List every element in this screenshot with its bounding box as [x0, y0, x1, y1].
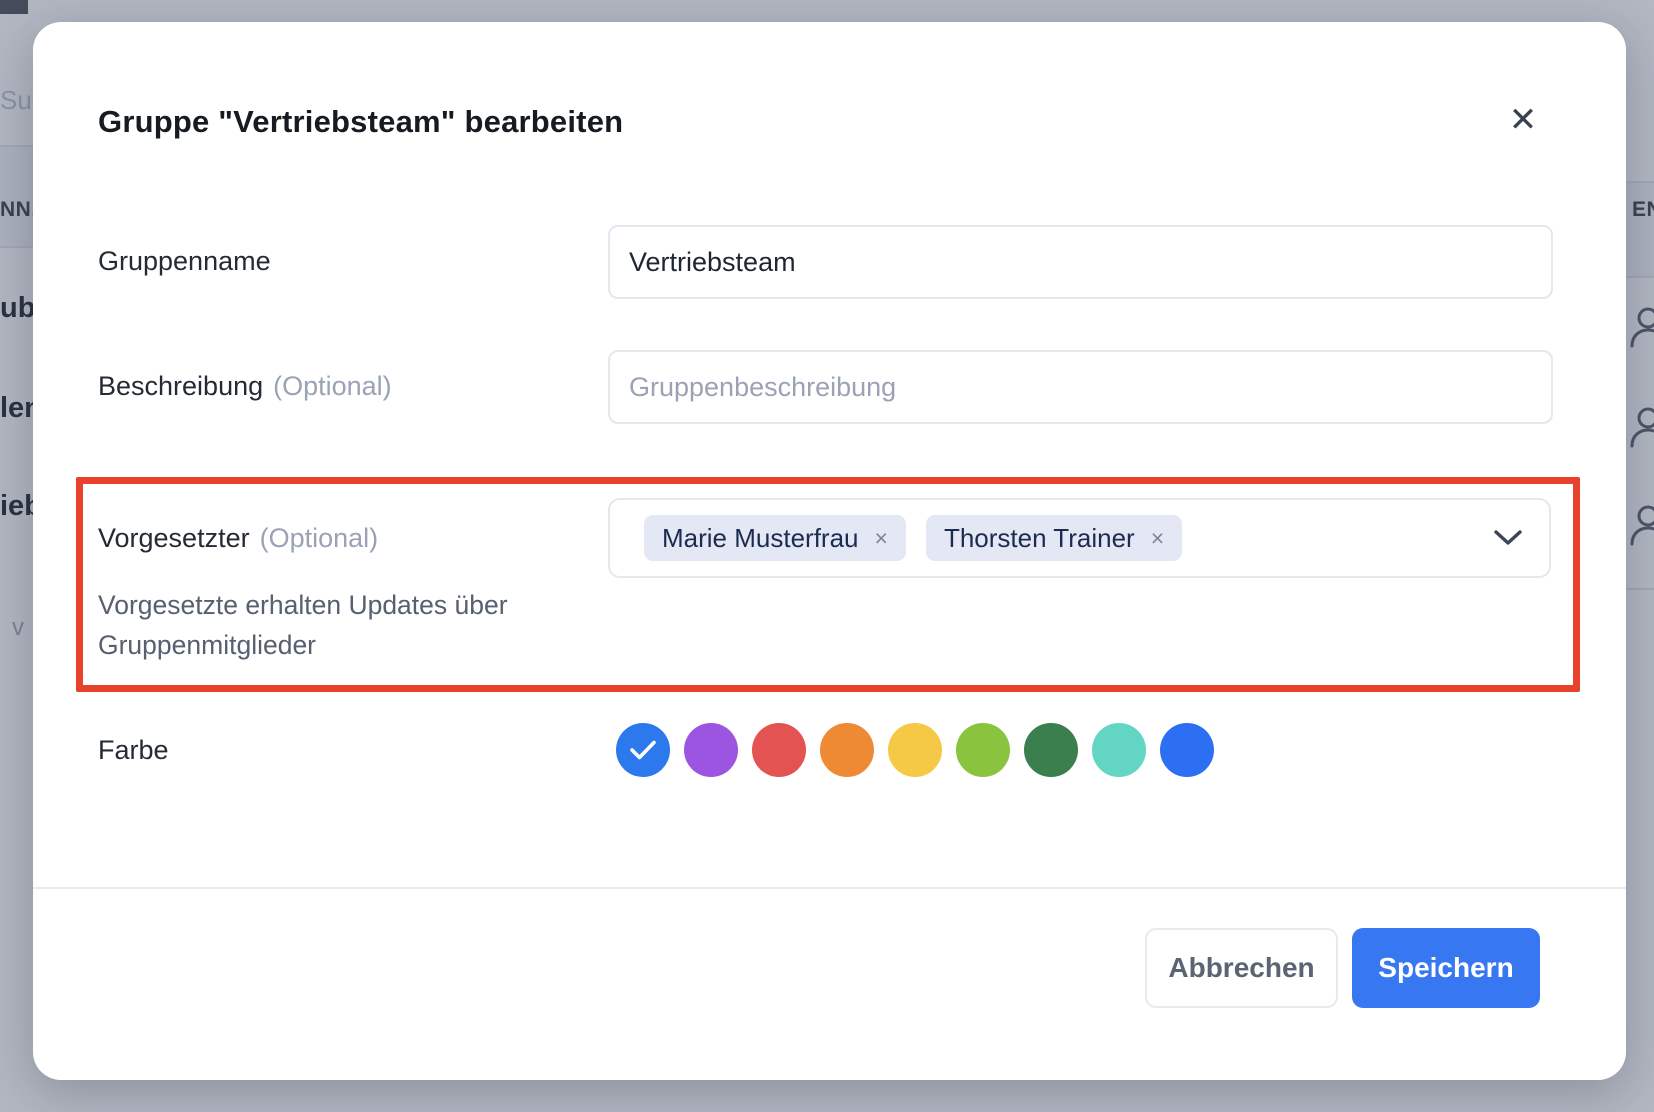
cancel-button[interactable]: Abbrechen: [1145, 928, 1338, 1008]
supervisor-multiselect[interactable]: Marie Musterfrau × Thorsten Trainer ×: [608, 498, 1551, 578]
supervisor-tag: Marie Musterfrau ×: [644, 515, 906, 561]
close-icon[interactable]: ✕: [1495, 92, 1551, 148]
remove-tag-icon[interactable]: ×: [874, 524, 888, 551]
background-row-text-fragment: ub: [0, 292, 36, 324]
background-column-header-fragment-right: EN: [1632, 198, 1654, 221]
person-icon: [1630, 505, 1654, 546]
person-icon: [1630, 407, 1654, 448]
person-icon: [1630, 307, 1654, 348]
group-name-input[interactable]: [608, 225, 1553, 299]
supervisor-tag-label: Thorsten Trainer: [943, 522, 1135, 553]
check-icon: [630, 740, 656, 760]
color-swatch-4[interactable]: [820, 723, 874, 777]
color-swatch-6[interactable]: [956, 723, 1010, 777]
optional-hint: (Optional): [273, 370, 392, 401]
background-column-header-fragment-left: NN.: [0, 198, 38, 221]
background-divider: [0, 145, 33, 147]
background-table-header-band-right: [1626, 182, 1654, 276]
color-swatch-9[interactable]: [1160, 723, 1214, 777]
color-swatch-7[interactable]: [1024, 723, 1078, 777]
color-swatch-2[interactable]: [684, 723, 738, 777]
supervisor-tag: Thorsten Trainer ×: [925, 515, 1183, 561]
supervisor-tag-label: Marie Musterfrau: [662, 522, 859, 553]
edit-group-dialog: Gruppe "Vertriebsteam" bearbeiten ✕ Grup…: [33, 22, 1626, 1080]
color-swatch-1[interactable]: [616, 723, 670, 777]
background-divider: [0, 246, 33, 248]
background-divider: [1626, 588, 1654, 590]
background-divider: [1626, 181, 1654, 183]
background-topbar-fragment: [0, 0, 28, 14]
background-divider: [1626, 276, 1654, 278]
save-button[interactable]: Speichern: [1352, 928, 1540, 1008]
description-label: Beschreibung (Optional): [98, 370, 392, 401]
background-table-header-band-left: [0, 146, 33, 246]
supervisor-helper-text: Vorgesetzte erhalten Updates über Gruppe…: [98, 590, 508, 660]
color-swatch-8[interactable]: [1092, 723, 1146, 777]
color-swatch-row: [616, 723, 1214, 777]
remove-tag-icon[interactable]: ×: [1150, 524, 1165, 551]
background-pagination-fragment: v: [12, 614, 24, 641]
description-input[interactable]: [608, 350, 1553, 424]
footer-divider: [33, 887, 1626, 889]
optional-hint: (Optional): [259, 522, 379, 553]
group-name-label: Gruppenname: [98, 245, 271, 276]
dialog-title: Gruppe "Vertriebsteam" bearbeiten: [98, 104, 624, 139]
color-swatch-3[interactable]: [752, 723, 806, 777]
color-label: Farbe: [98, 734, 169, 765]
chevron-down-icon[interactable]: [1493, 529, 1523, 547]
supervisor-label: Vorgesetzter (Optional): [98, 522, 379, 553]
color-swatch-5[interactable]: [888, 723, 942, 777]
